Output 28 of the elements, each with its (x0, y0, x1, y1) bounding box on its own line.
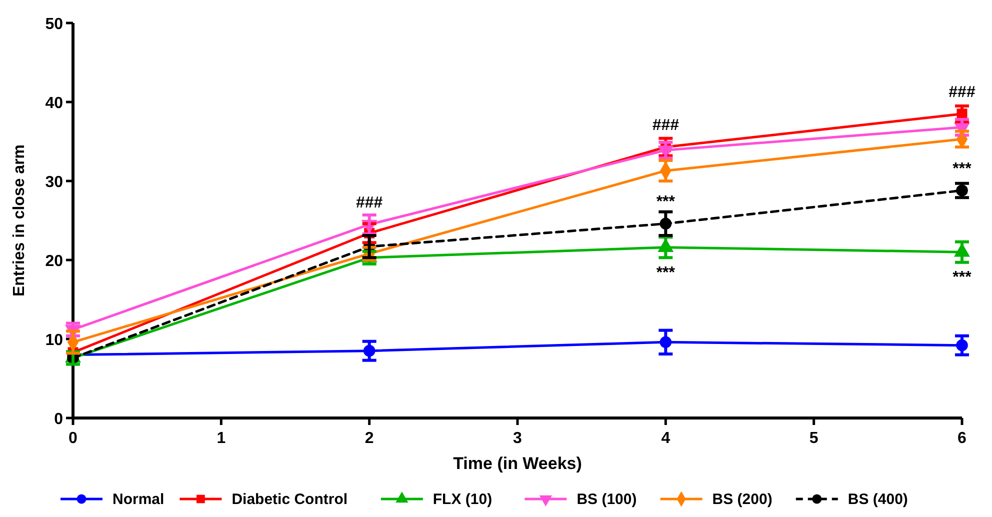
x-tick-label: 6 (958, 430, 967, 447)
annotation: *** (952, 269, 972, 286)
x-axis-title: Time (in Weeks) (453, 454, 582, 473)
y-tick-label: 10 (45, 332, 64, 349)
annotation: ### (652, 117, 680, 134)
annotation: ### (948, 84, 976, 101)
legend-label: BS (100) (576, 491, 637, 508)
x-tick-label: 4 (661, 430, 670, 447)
y-tick-label: 50 (45, 16, 64, 33)
x-tick-label: 3 (513, 430, 522, 447)
x-tick-label: 2 (364, 430, 374, 447)
y-tick-label: 20 (45, 253, 64, 270)
annotation: ### (356, 194, 383, 212)
annotation: *** (656, 264, 676, 282)
y-axis-title: Entries in close arm (11, 144, 28, 297)
y-tick-label: 40 (45, 95, 64, 112)
x-tick-label: 0 (68, 430, 78, 447)
legend-label: BS (400) (848, 491, 908, 508)
annotation: *** (952, 160, 972, 178)
legend-label: BS (200) (712, 491, 772, 508)
x-tick-label: 5 (809, 430, 818, 447)
legend-label: FLX (10) (432, 491, 492, 508)
y-tick-label: 30 (45, 174, 64, 191)
annotation: *** (656, 194, 676, 211)
y-tick-label: 0 (54, 411, 64, 428)
legend-label: Normal (112, 491, 164, 508)
x-tick-label: 1 (216, 430, 226, 447)
legend-label: Diabetic Control (232, 491, 348, 508)
